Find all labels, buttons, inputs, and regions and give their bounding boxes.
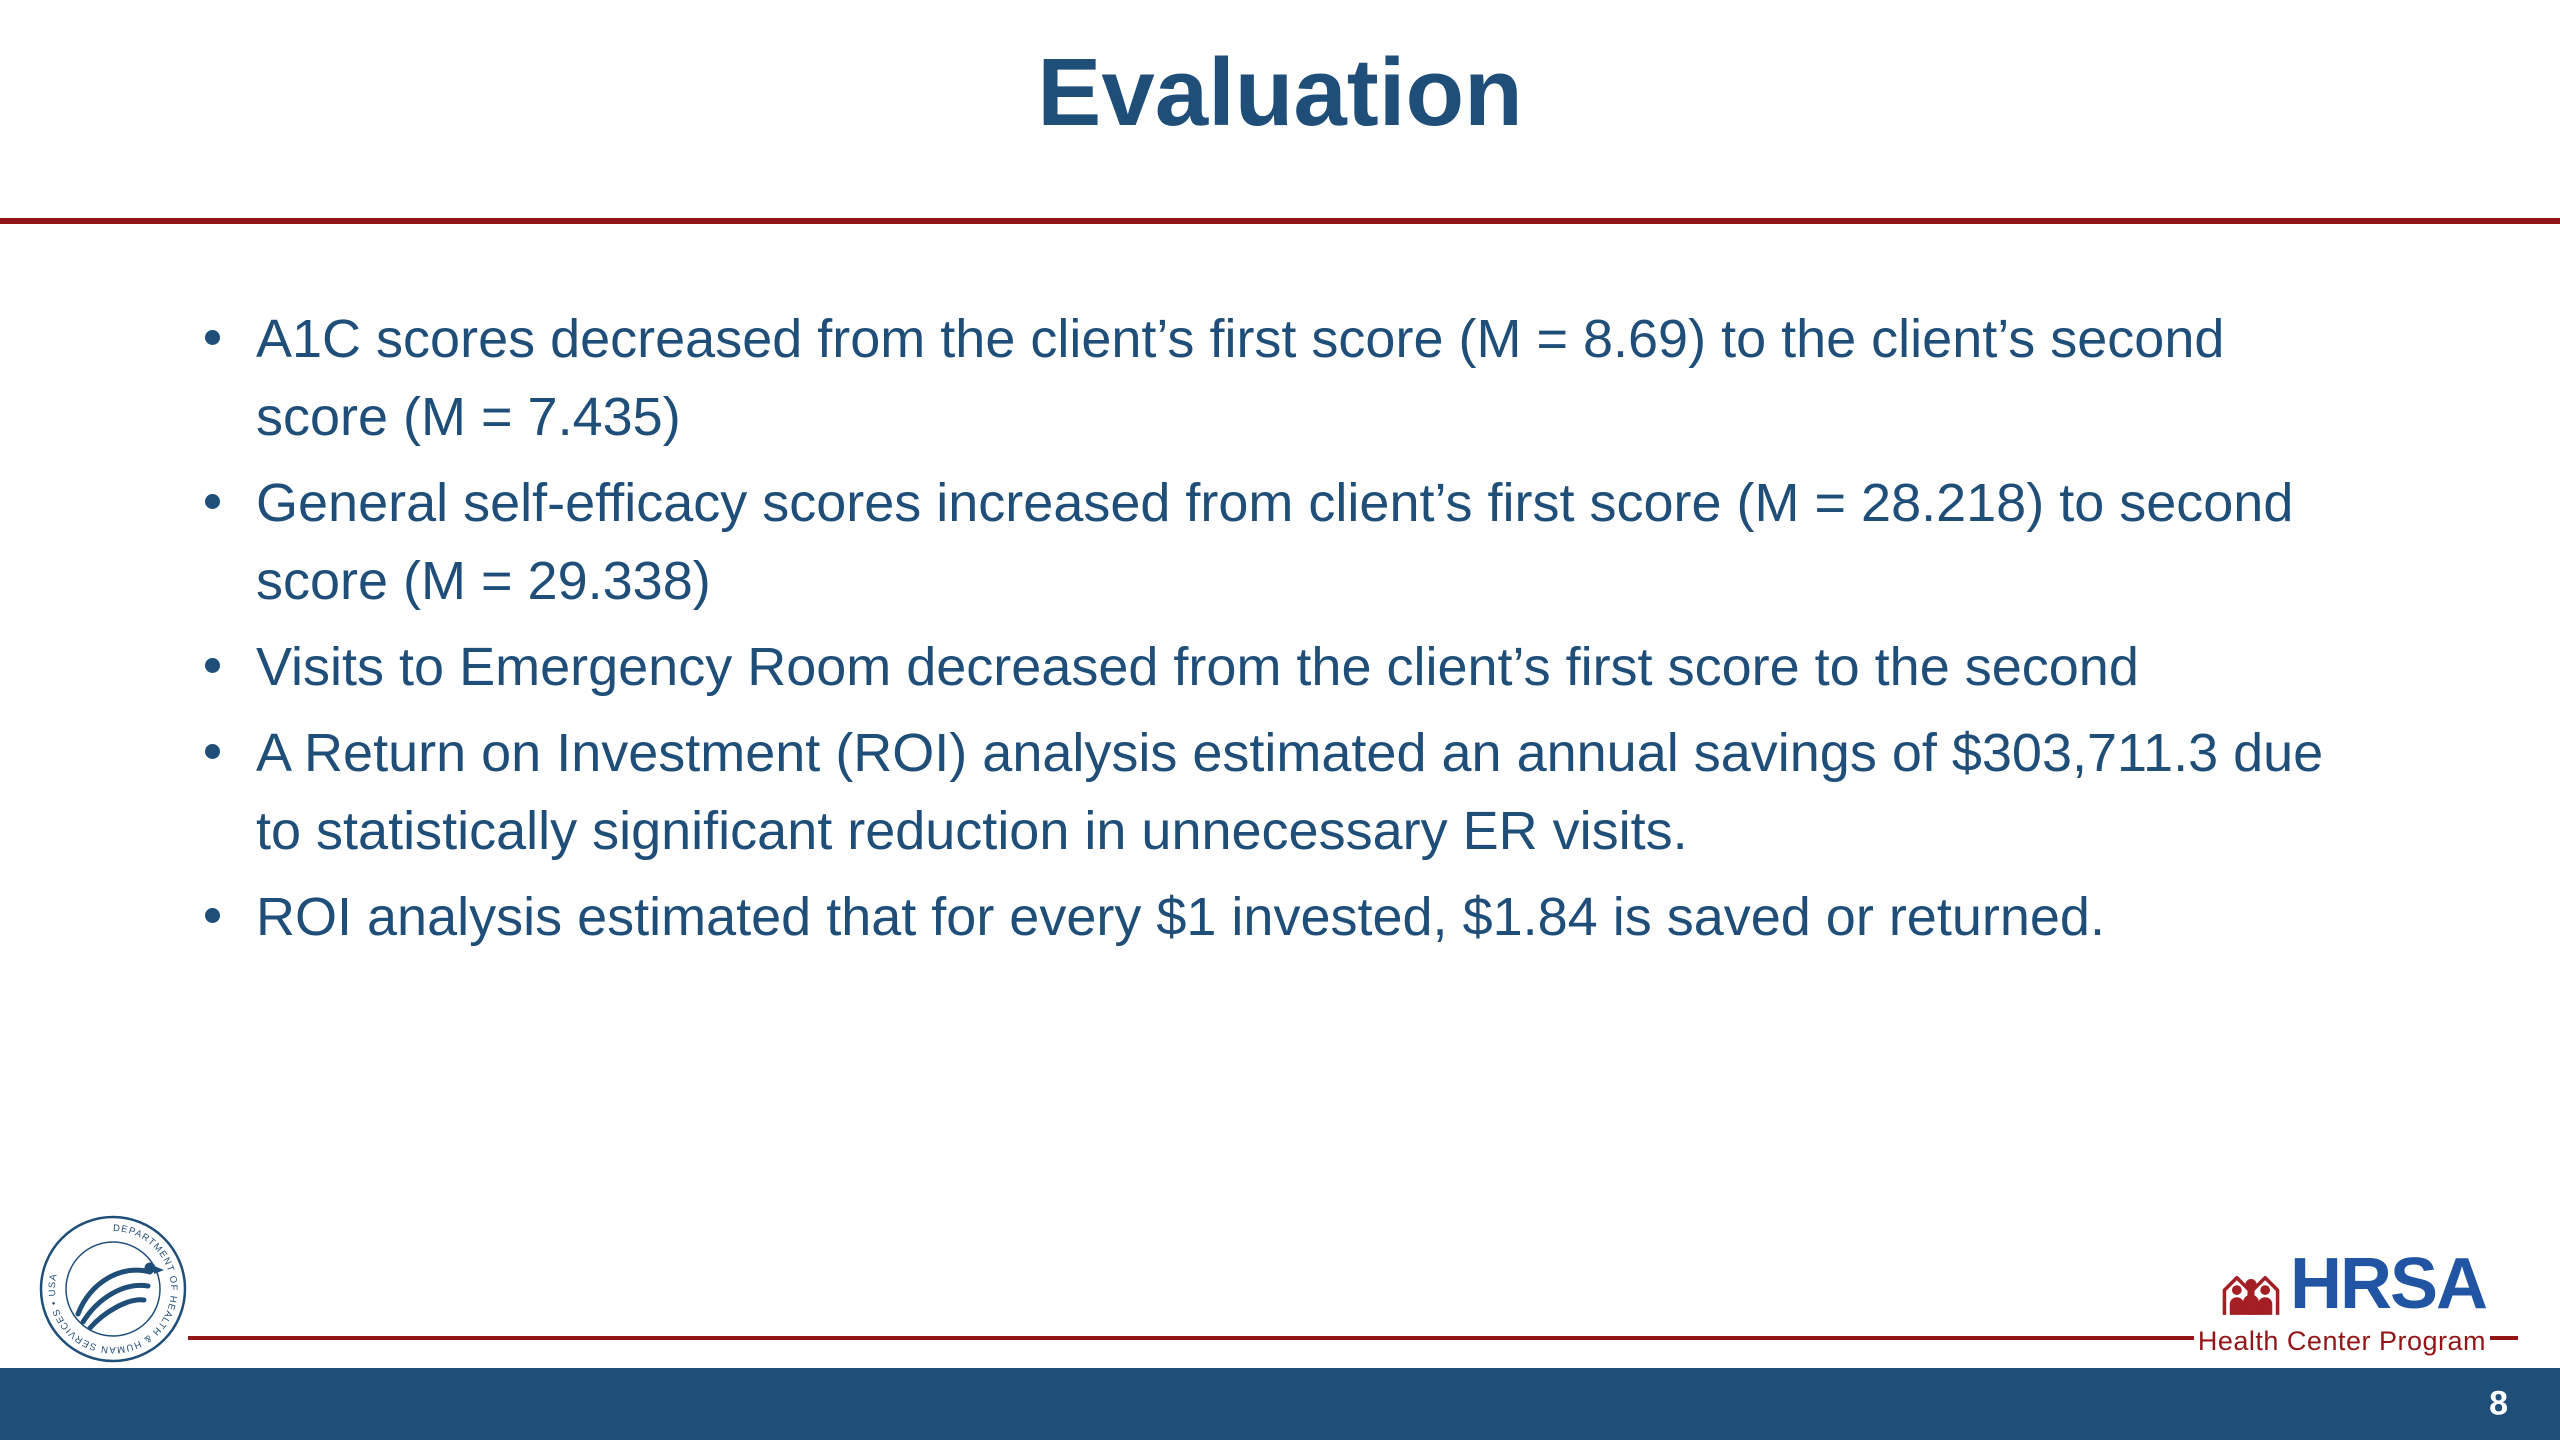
bullet-text: A Return on Investment (ROI) analysis es… — [256, 723, 2324, 861]
title-divider — [0, 218, 2560, 224]
bullet-item: ROI analysis estimated that for every $1… — [205, 878, 2405, 956]
hrsa-family-icon — [2222, 1275, 2280, 1315]
bullet-list: A1C scores decreased from the client’s f… — [205, 300, 2405, 964]
page-number: 8 — [2489, 1384, 2508, 1423]
bullet-icon — [205, 658, 220, 673]
bullet-item: A1C scores decreased from the client’s f… — [205, 300, 2405, 456]
bullet-icon — [205, 744, 220, 759]
bullet-icon — [205, 908, 220, 923]
bullet-text: A1C scores decreased from the client’s f… — [256, 309, 2225, 447]
footer-bar: 8 — [0, 1368, 2560, 1440]
bullet-item: A Return on Investment (ROI) analysis es… — [205, 714, 2405, 870]
bullet-text: General self-efficacy scores increased f… — [256, 473, 2294, 611]
page-title: Evaluation — [1037, 39, 1523, 146]
bullet-item: Visits to Emergency Room decreased from … — [205, 628, 2405, 706]
bullet-icon — [205, 494, 220, 509]
hrsa-program-label: Health Center Program — [2197, 1326, 2486, 1356]
hrsa-logo: HRSA Health Center Program — [2193, 1244, 2490, 1357]
hhs-seal-logo: DEPARTMENT OF HEALTH & HUMAN SERVICES • … — [39, 1215, 187, 1363]
footer-divider — [188, 1336, 2518, 1340]
eagle-head-icon — [144, 1262, 164, 1274]
bullet-item: General self-efficacy scores increased f… — [205, 464, 2405, 620]
bullet-text: ROI analysis estimated that for every $1… — [256, 887, 2105, 947]
bullet-text: Visits to Emergency Room decreased from … — [256, 637, 2139, 697]
eagle-icon — [75, 1267, 153, 1331]
bullet-icon — [205, 330, 220, 345]
hrsa-wordmark: HRSA — [2289, 1244, 2488, 1324]
